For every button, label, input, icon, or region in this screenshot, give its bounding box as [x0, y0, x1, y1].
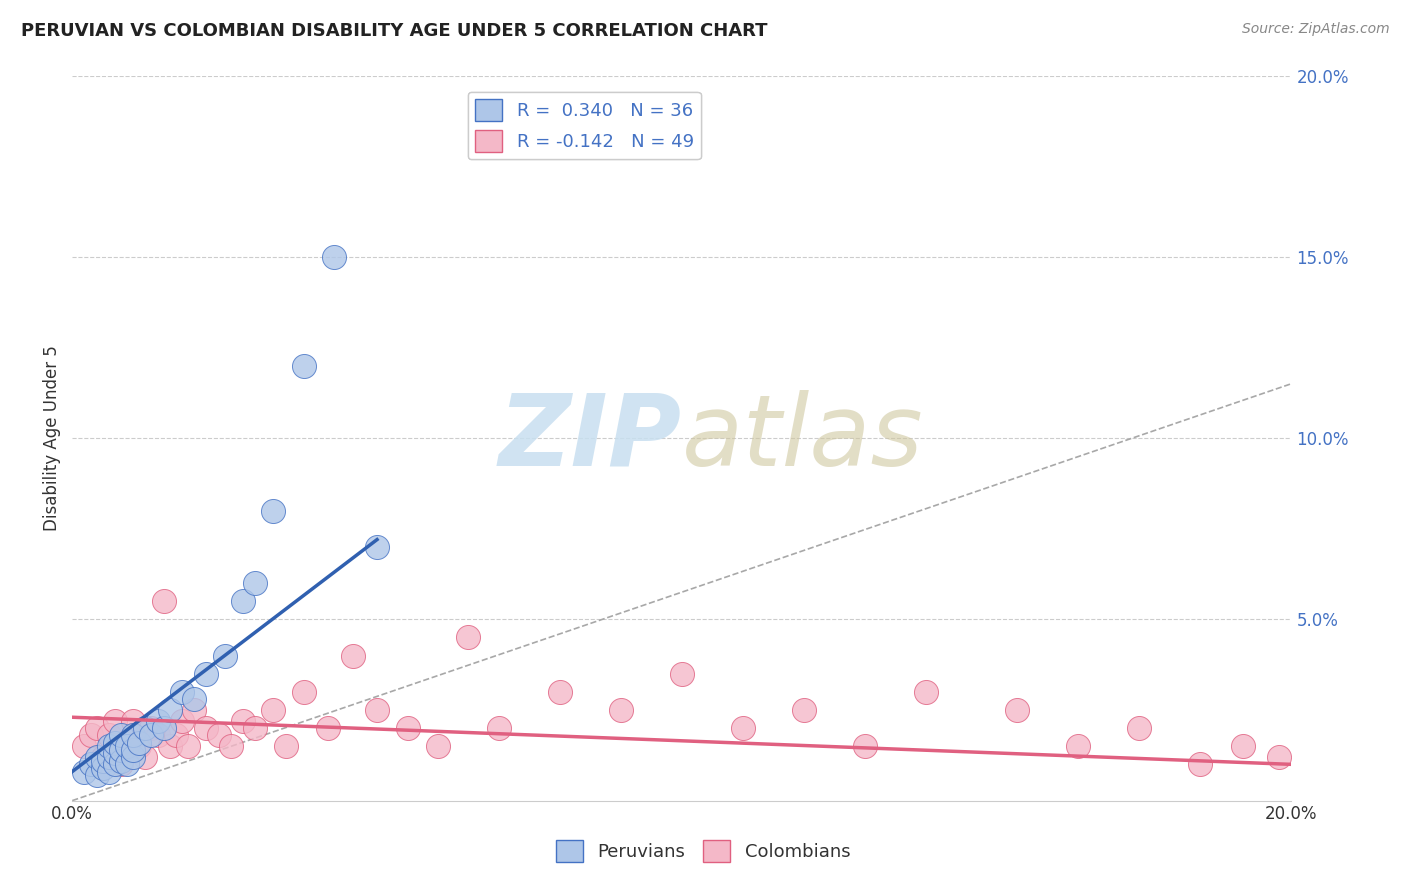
Point [219, 739, 242, 754]
Point [262, 703, 284, 717]
Point [134, 750, 156, 764]
Point [262, 503, 284, 517]
Point [73, 739, 96, 754]
Point [195, 721, 218, 735]
Point [853, 739, 876, 754]
Point [152, 721, 174, 735]
Point [177, 739, 200, 754]
Point [243, 721, 266, 735]
Point [97, 739, 120, 754]
Point [110, 757, 132, 772]
Point [1188, 757, 1211, 772]
Point [141, 721, 163, 735]
Point [104, 714, 127, 728]
Point [1268, 750, 1291, 764]
Point [165, 728, 187, 742]
Text: atlas: atlas [682, 390, 924, 486]
Point [914, 685, 936, 699]
Point [159, 739, 181, 754]
Point [115, 757, 138, 772]
Point [146, 714, 169, 728]
Point [79, 757, 101, 772]
Point [115, 736, 138, 750]
Point [232, 714, 254, 728]
Point [342, 648, 364, 663]
Point [1067, 739, 1090, 754]
Point [104, 747, 127, 761]
Point [731, 721, 754, 735]
Point [86, 721, 108, 735]
Point [86, 768, 108, 782]
Point [122, 714, 145, 728]
Point [91, 761, 114, 775]
Point [232, 594, 254, 608]
Point [396, 721, 419, 735]
Text: Source: ZipAtlas.com: Source: ZipAtlas.com [1241, 22, 1389, 37]
Point [316, 721, 339, 735]
Point [292, 685, 315, 699]
Point [207, 728, 229, 742]
Point [671, 666, 693, 681]
Text: ZIP: ZIP [499, 390, 682, 486]
Point [323, 250, 346, 264]
Point [97, 764, 120, 779]
Point [79, 728, 101, 742]
Point [134, 721, 156, 735]
Point [548, 685, 571, 699]
Point [104, 736, 127, 750]
Point [183, 703, 205, 717]
Point [122, 743, 145, 757]
Point [488, 721, 510, 735]
Point [427, 739, 450, 754]
Point [159, 703, 181, 717]
Point [141, 728, 163, 742]
Point [104, 757, 127, 772]
Point [122, 728, 145, 742]
Point [1005, 703, 1028, 717]
Point [793, 703, 815, 717]
Y-axis label: Disability Age Under 5: Disability Age Under 5 [44, 345, 60, 531]
Point [183, 692, 205, 706]
Point [122, 750, 145, 764]
Point [146, 728, 169, 742]
Point [457, 631, 479, 645]
Point [73, 764, 96, 779]
Legend: R =  0.340   N = 36, R = -0.142   N = 49: R = 0.340 N = 36, R = -0.142 N = 49 [468, 92, 700, 160]
Text: PERUVIAN VS COLOMBIAN DISABILITY AGE UNDER 5 CORRELATION CHART: PERUVIAN VS COLOMBIAN DISABILITY AGE UND… [21, 22, 768, 40]
Point [128, 739, 150, 754]
Point [1128, 721, 1150, 735]
Point [97, 728, 120, 742]
Point [1232, 739, 1254, 754]
Point [170, 685, 193, 699]
Point [91, 750, 114, 764]
Point [292, 359, 315, 373]
Point [366, 540, 388, 554]
Point [214, 648, 236, 663]
Point [122, 728, 145, 742]
Point [128, 736, 150, 750]
Point [110, 754, 132, 768]
Point [97, 750, 120, 764]
Point [104, 743, 127, 757]
Point [610, 703, 633, 717]
Point [110, 743, 132, 757]
Point [243, 576, 266, 591]
Point [110, 728, 132, 742]
Point [86, 750, 108, 764]
Point [195, 666, 218, 681]
Point [366, 703, 388, 717]
Legend: Peruvians, Colombians: Peruvians, Colombians [548, 833, 858, 870]
Point [115, 739, 138, 754]
Point [152, 594, 174, 608]
Point [170, 714, 193, 728]
Point [91, 754, 114, 768]
Point [274, 739, 297, 754]
